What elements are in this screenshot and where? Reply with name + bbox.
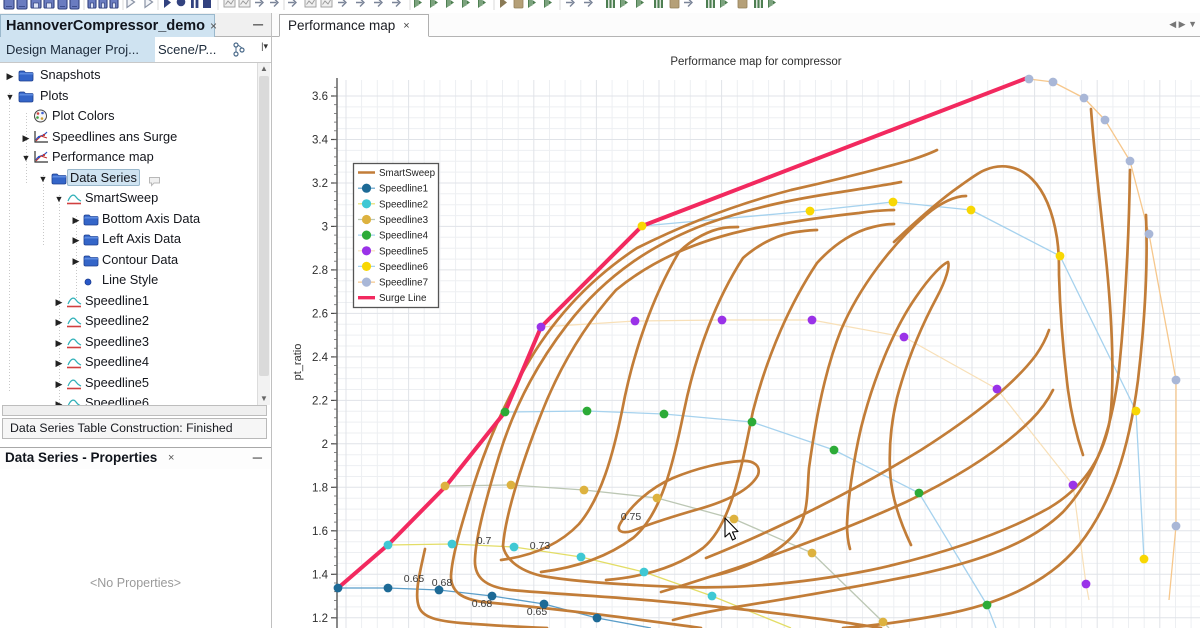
svg-text:Speedline1: Speedline1: [379, 184, 428, 195]
svg-text:1.4: 1.4: [312, 569, 329, 581]
svg-text:0.65: 0.65: [404, 573, 425, 585]
svg-text:2: 2: [322, 439, 328, 451]
svg-text:3.2: 3.2: [312, 178, 328, 190]
svg-text:Speedline4: Speedline4: [379, 231, 429, 242]
svg-text:2.8: 2.8: [312, 265, 328, 277]
svg-text:1.2: 1.2: [312, 613, 328, 625]
svg-text:Speedline6: Speedline6: [379, 262, 429, 273]
svg-text:Speedline7: Speedline7: [379, 278, 428, 289]
svg-text:Performance map for compressor: Performance map for compressor: [670, 56, 841, 68]
svg-text:pt_ratio: pt_ratio: [292, 344, 304, 381]
svg-text:2.6: 2.6: [312, 308, 328, 320]
svg-text:Speedline2: Speedline2: [379, 199, 428, 210]
svg-text:0.75: 0.75: [621, 511, 642, 523]
svg-text:Speedline5: Speedline5: [379, 246, 429, 257]
svg-text:3.4: 3.4: [312, 135, 329, 147]
svg-text:2.4: 2.4: [312, 352, 329, 364]
svg-text:SmartSweep: SmartSweep: [379, 168, 436, 179]
svg-text:3: 3: [322, 221, 328, 233]
svg-text:0.7: 0.7: [477, 535, 492, 547]
svg-text:1.8: 1.8: [312, 482, 328, 494]
svg-text:2.2: 2.2: [312, 395, 328, 407]
svg-text:0.68: 0.68: [432, 577, 453, 589]
svg-text:Surge Line: Surge Line: [379, 293, 427, 304]
svg-text:0.68: 0.68: [472, 598, 493, 610]
svg-text:0.73: 0.73: [530, 540, 551, 552]
svg-text:Speedline3: Speedline3: [379, 215, 429, 226]
svg-text:1.6: 1.6: [312, 526, 328, 538]
svg-text:0.65: 0.65: [527, 606, 548, 618]
svg-text:3.6: 3.6: [312, 91, 328, 103]
